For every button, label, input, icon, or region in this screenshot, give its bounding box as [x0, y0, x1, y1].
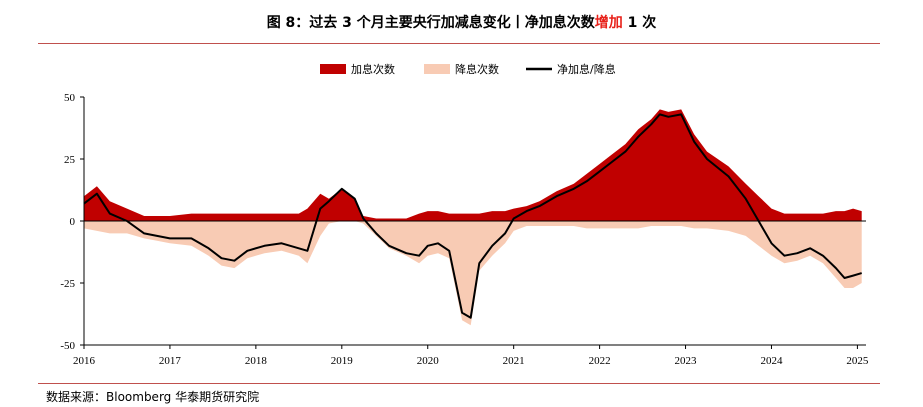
chart-title: 图 8：过去 3 个月主要央行加减息变化丨净加息次数增加 1 次	[0, 12, 923, 32]
x-tick-label: 2016	[73, 355, 96, 367]
axes: 50 25 0 -25 -50 2016 2017 2018 2019 2020 2021 2022 2…	[60, 92, 869, 367]
hikes-area	[84, 109, 862, 221]
title-tail: 1 次	[622, 15, 657, 31]
legend-label-cuts-area: 降息次数	[455, 62, 499, 76]
source-note: 数据来源：Bloomberg 华泰期货研究院	[46, 390, 260, 404]
x-tick-label: 2024	[760, 355, 783, 367]
legend: 加息次数 降息次数 净加息/降息	[320, 62, 616, 76]
y-tick-label: 50	[64, 92, 76, 104]
net-line	[83, 113, 862, 319]
y-tick-label: -25	[60, 278, 75, 290]
x-tick-label: 2021	[503, 355, 525, 367]
x-tick-label: 2020	[417, 355, 440, 367]
area-series	[84, 109, 862, 326]
source-rule	[38, 383, 880, 384]
legend-swatch-hikes-area	[320, 64, 346, 74]
y-tick-label: 25	[64, 154, 76, 166]
legend-label-hikes-area: 加息次数	[351, 62, 395, 76]
y-tick-label: 0	[70, 216, 76, 228]
title-rule	[38, 43, 880, 44]
line-series	[83, 113, 862, 319]
cuts-area	[84, 221, 862, 326]
x-tick-label: 2022	[589, 355, 611, 367]
legend-label-net-line: 净加息/降息	[557, 62, 616, 76]
y-tick-label: -50	[60, 340, 75, 352]
title-main: 图 8：过去 3 个月主要央行加减息变化丨净加息次数	[266, 15, 595, 31]
x-tick-label: 2025	[846, 355, 869, 367]
legend-swatch-cuts-area	[424, 64, 450, 74]
x-tick-label: 2017	[159, 355, 182, 367]
title-highlight: 增加	[594, 15, 623, 31]
x-tick-label: 2023	[675, 355, 698, 367]
net-rate-change-chart: 加息次数 降息次数 净加息/降息 50 25 0 -25 -50 2016 2017 2018 20…	[60, 62, 869, 367]
x-tick-label: 2018	[245, 355, 268, 367]
x-tick-label: 2019	[331, 355, 354, 367]
